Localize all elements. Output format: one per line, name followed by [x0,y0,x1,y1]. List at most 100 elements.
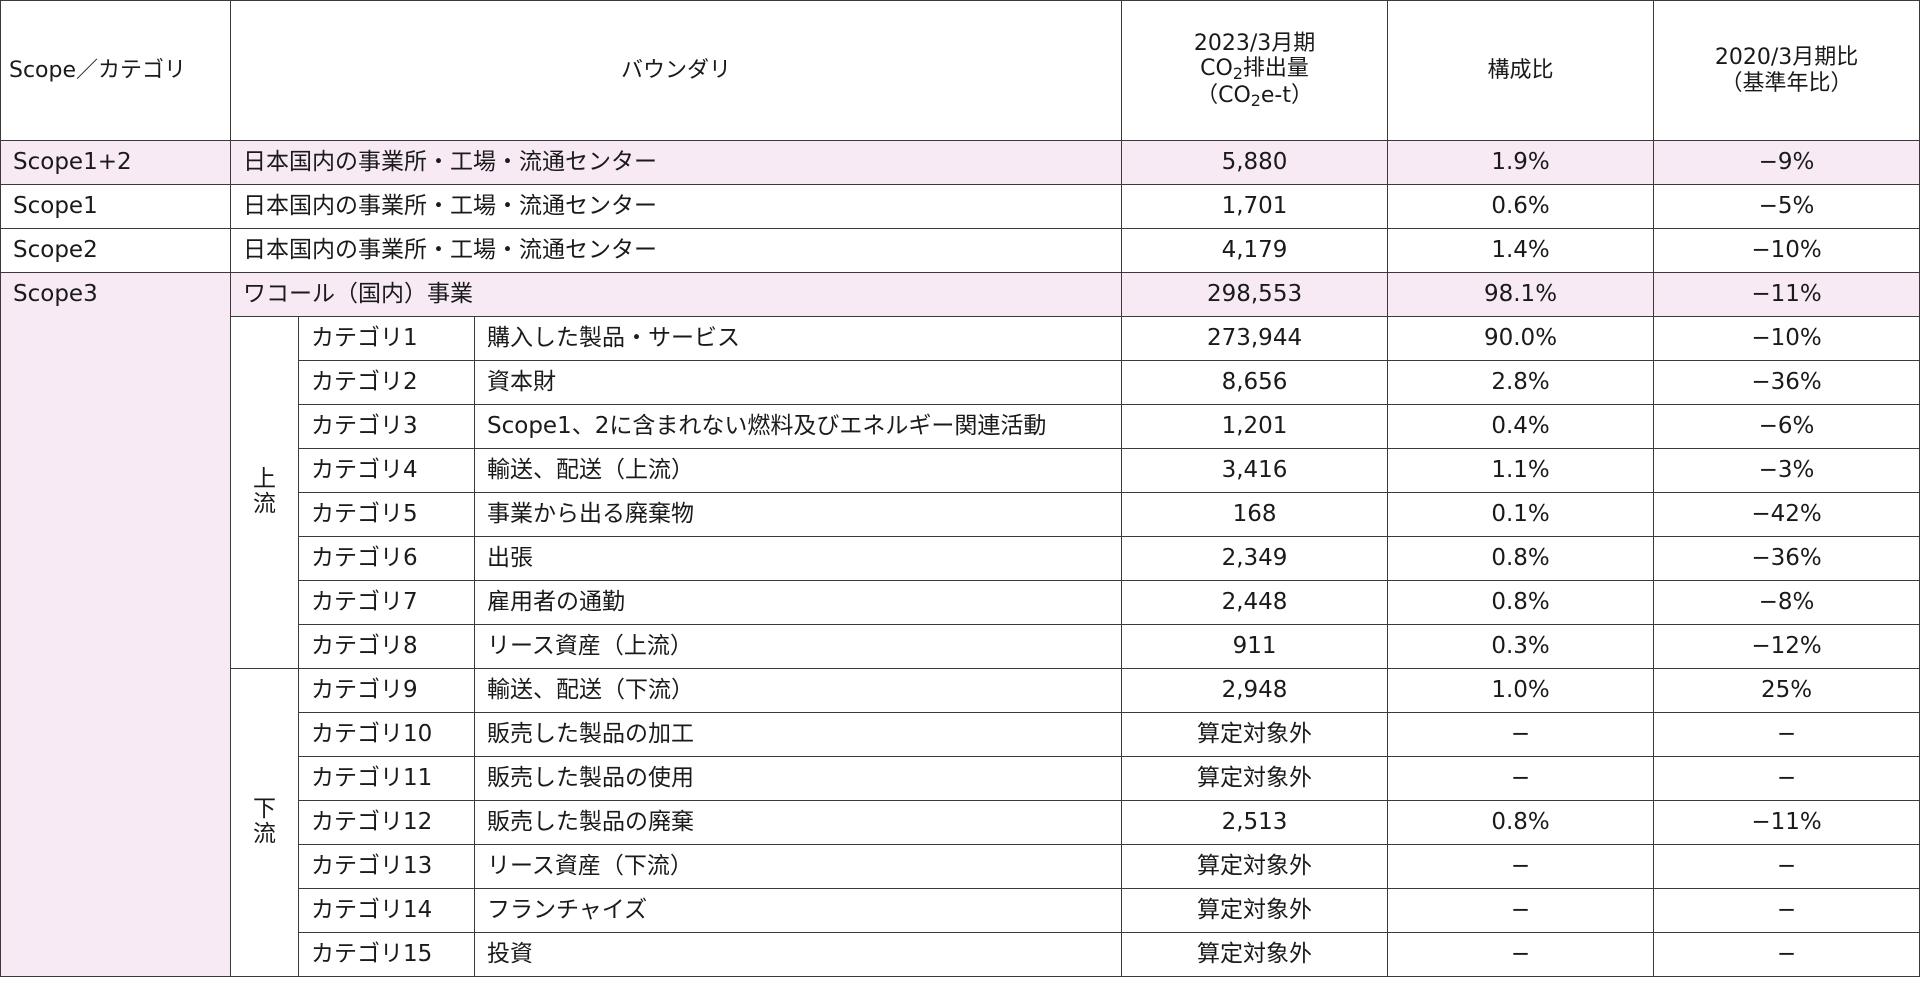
emissions-cell: 1,701 [1121,184,1389,229]
table-row-scope3: Scope3 ワコール（国内）事業 298,553 98.1% −11% [0,272,1920,977]
change-cell: −11% [1653,272,1920,317]
ratio-cell: 1.4% [1387,228,1655,273]
ratio-cell: 0.6% [1387,184,1655,229]
header-emissions-unit: （CO2e-t） [1196,83,1313,111]
ratio-cell: 0.3% [1387,624,1655,669]
change-cell: −36% [1653,536,1920,581]
table-row-category: カテゴリ14 フランチャイズ 算定対象外 − − [1,888,1920,933]
emissions-cell: 算定対象外 [1121,844,1389,889]
table-row-category: カテゴリ6 出張 2,349 0.8% −36% [1,536,1920,581]
description-cell: 販売した製品の使用 [473,756,1123,801]
emissions-cell: 2,448 [1121,580,1389,625]
header-compare-base: （基準年比） [1720,70,1853,96]
emissions-cell: 算定対象外 [1121,712,1389,757]
change-cell: −3% [1653,448,1920,493]
header-emissions-label: CO2排出量 [1200,55,1309,83]
emissions-cell: 算定対象外 [1121,932,1389,977]
change-cell: −6% [1653,404,1920,449]
table-row-category: 下流 カテゴリ9 輸送、配送（下流） 2,948 1.0% 25% [1,668,1920,977]
category-cell: カテゴリ10 [298,712,475,757]
category-cell: カテゴリ4 [298,448,475,493]
table-row-scope2: Scope2 日本国内の事業所・工場・流通センター 4,179 1.4% −10… [0,228,1920,273]
ratio-cell: − [1387,756,1655,801]
ratio-cell: − [1387,888,1655,933]
change-cell: −10% [1653,228,1920,273]
description-cell: 輸送、配送（上流） [473,448,1123,493]
table-row-category: カテゴリ15 投資 算定対象外 − − [1,932,1920,977]
description-cell: 購入した製品・サービス [473,316,1123,361]
ratio-cell: 0.8% [1387,800,1655,845]
table-row-scope1-2: Scope1+2 日本国内の事業所・工場・流通センター 5,880 1.9% −… [0,140,1920,185]
description-cell: Scope1、2に含まれない燃料及びエネルギー関連活動 [473,404,1123,449]
description-cell: 投資 [473,932,1123,977]
emissions-cell: 273,944 [1121,316,1389,361]
category-cell: カテゴリ3 [298,404,475,449]
ratio-cell: 0.4% [1387,404,1655,449]
category-cell: カテゴリ11 [298,756,475,801]
category-cell: カテゴリ2 [298,360,475,405]
description-cell: 輸送、配送（下流） [473,668,1123,713]
category-cell: カテゴリ15 [298,932,475,977]
change-cell: −9% [1653,140,1920,185]
header-boundary: バウンダリ [229,0,1123,141]
ratio-cell: 0.1% [1387,492,1655,537]
boundary-cell: 日本国内の事業所・工場・流通センター [229,184,1123,229]
scope-cell: Scope2 [0,228,231,273]
ratio-cell: 1.9% [1387,140,1655,185]
ratio-cell: 0.8% [1387,580,1655,625]
change-cell: −42% [1653,492,1920,537]
emissions-cell: 8,656 [1121,360,1389,405]
emissions-cell: 1,201 [1121,404,1389,449]
change-cell: − [1653,712,1920,757]
emissions-cell: 2,948 [1121,668,1389,713]
category-cell: カテゴリ13 [298,844,475,889]
ratio-cell: 98.1% [1387,272,1655,317]
description-cell: 販売した製品の廃棄 [473,800,1123,845]
change-cell: −36% [1653,360,1920,405]
description-cell: リース資産（上流） [473,624,1123,669]
ratio-cell: 1.0% [1387,668,1655,713]
description-cell: 出張 [473,536,1123,581]
change-cell: − [1653,888,1920,933]
header-compare: 2020/3月期比 （基準年比） [1653,0,1920,141]
table-row-scope1: Scope1 日本国内の事業所・工場・流通センター 1,701 0.6% −5% [0,184,1920,229]
ratio-cell: 1.1% [1387,448,1655,493]
table-row-category: カテゴリ10 販売した製品の加工 算定対象外 − − [1,712,1920,757]
description-cell: 販売した製品の加工 [473,712,1123,757]
header-emissions-period: 2023/3月期 [1193,30,1316,56]
category-cell: カテゴリ12 [298,800,475,845]
category-cell: カテゴリ7 [298,580,475,625]
ratio-cell: − [1387,712,1655,757]
category-cell: カテゴリ8 [298,624,475,669]
scope-cell: Scope1 [0,184,231,229]
emissions-cell: 4,179 [1121,228,1389,273]
change-cell: −11% [1653,800,1920,845]
ratio-cell: 90.0% [1387,316,1655,361]
change-cell: −10% [1653,316,1920,361]
ratio-cell: − [1387,932,1655,977]
category-cell: カテゴリ5 [298,492,475,537]
table-row-category: カテゴリ8 リース資産（上流） 911 0.3% −12% [1,624,1920,669]
table-row-category: カテゴリ12 販売した製品の廃棄 2,513 0.8% −11% [1,800,1920,845]
emissions-cell: 5,880 [1121,140,1389,185]
description-cell: 雇用者の通勤 [473,580,1123,625]
category-cell: カテゴリ6 [298,536,475,581]
emissions-cell: 911 [1121,624,1389,669]
scope-cell-scope3: Scope3 [0,272,231,977]
emissions-cell: 168 [1121,492,1389,537]
boundary-cell: ワコール（国内）事業 [229,272,1123,317]
emissions-cell: 298,553 [1121,272,1389,317]
change-cell: − [1653,932,1920,977]
header-scope-category: Scope／カテゴリ [0,0,231,141]
description-cell: フランチャイズ [473,888,1123,933]
table-row-category: 上流 カテゴリ1 購入した製品・サービス 273,944 90.0% −10% [1,316,1920,669]
ratio-cell: 0.8% [1387,536,1655,581]
description-cell: 事業から出る廃棄物 [473,492,1123,537]
change-cell: − [1653,756,1920,801]
change-cell: − [1653,844,1920,889]
table-row-category: カテゴリ11 販売した製品の使用 算定対象外 − − [1,756,1920,801]
category-cell: カテゴリ9 [298,668,475,713]
header-ratio: 構成比 [1387,0,1655,141]
header-compare-period: 2020/3月期比 [1714,45,1859,71]
